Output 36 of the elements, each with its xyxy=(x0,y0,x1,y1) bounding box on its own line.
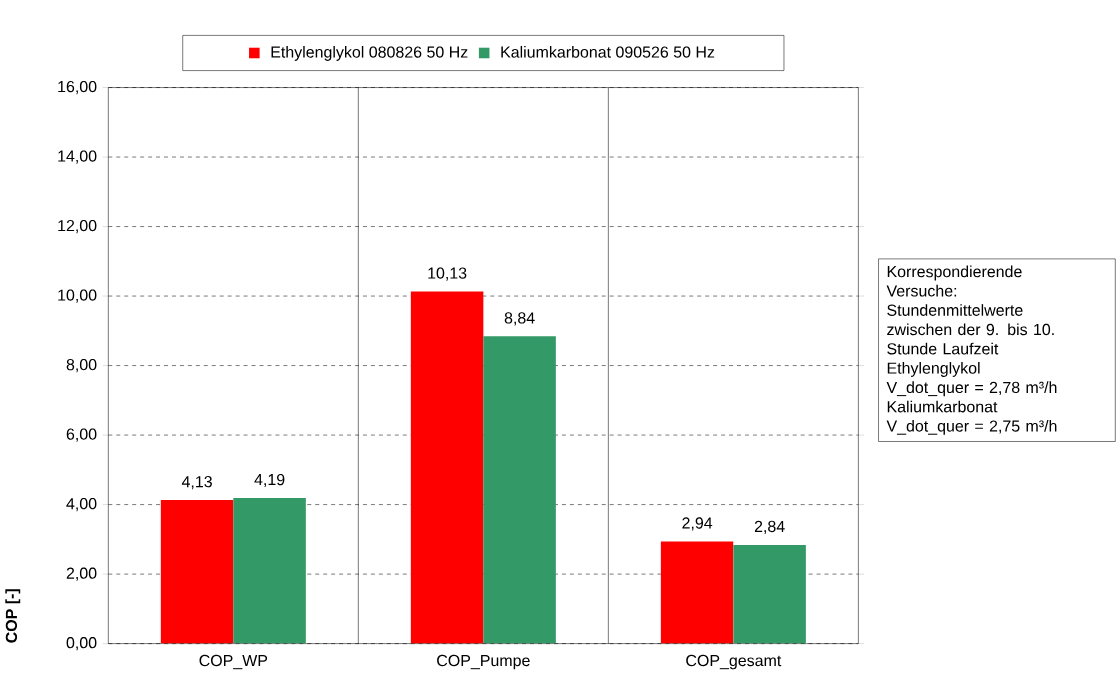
data-label: 8,84 xyxy=(504,312,535,326)
text: zwischen der 9. bis 10. xyxy=(887,323,1054,335)
y-tick-label: 0,00 xyxy=(66,636,97,650)
x-tick-label: COP_gesamt xyxy=(686,654,782,670)
y-axis-title: COP [-] xyxy=(5,588,21,643)
bar xyxy=(410,291,484,644)
y-tick-label: 14,00 xyxy=(58,150,97,164)
y-tick-label: 8,00 xyxy=(66,358,97,372)
text: Versuche: xyxy=(886,284,957,297)
text: Stundenmittelwerte xyxy=(887,303,1023,316)
data-label: 2,94 xyxy=(682,517,713,531)
legend-label: Kaliumkarbonat 090526 50 Hz xyxy=(501,45,715,58)
bar xyxy=(660,541,734,644)
y-tick-label: 6,00 xyxy=(66,428,97,442)
bar xyxy=(483,336,556,644)
y-tick-label: 12,00 xyxy=(58,219,97,233)
y-tick-label: 16,00 xyxy=(58,80,97,94)
data-label: 2,84 xyxy=(754,520,785,534)
text: V_dot_quer = 2,75 m³/h xyxy=(886,419,1057,435)
bar xyxy=(733,544,806,644)
data-label: 4,13 xyxy=(181,475,212,489)
bar xyxy=(233,497,306,644)
bar xyxy=(160,499,234,644)
y-tick-label: 2,00 xyxy=(66,567,97,581)
legend-label: Ethylenglykol 080826 50 Hz xyxy=(271,45,468,61)
text: V_dot_quer = 2,78 m³/h xyxy=(886,381,1057,397)
text: Korrespondierende xyxy=(887,265,1022,281)
data-label: 10,13 xyxy=(428,267,467,281)
x-tick-label: COP_Pumpe xyxy=(437,654,530,670)
y-tick-label: 4,00 xyxy=(66,497,97,511)
data-label: 4,19 xyxy=(254,473,285,487)
y-tick-label: 10,00 xyxy=(58,289,97,303)
x-tick-label: COP_WP xyxy=(199,654,268,669)
text: Kaliumkarbonat xyxy=(887,400,998,413)
text: Ethylenglykol xyxy=(887,361,980,377)
text: Stunde Laufzeit xyxy=(887,342,999,355)
